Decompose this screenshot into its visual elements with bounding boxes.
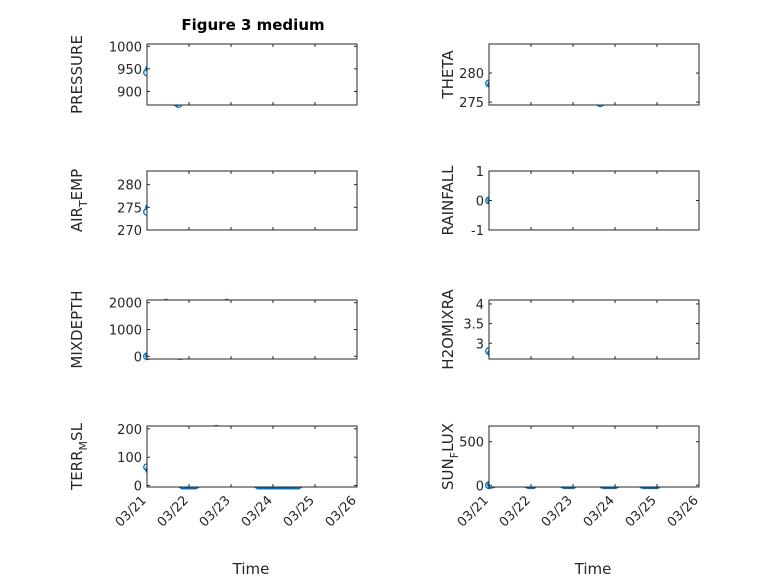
y-axis-label-main: RAINFALL [439,165,457,236]
y-axis-label-main: SUN [439,458,457,490]
x-tick-label: 03/22 [497,493,534,530]
y-tick-label: 500 [459,436,484,451]
y-axis-label-main: H2OMIXRA [439,289,457,370]
y-tick-label: 2000 [109,297,142,312]
x-tick-label: 03/25 [623,493,660,530]
x-tick-label: 03/23 [539,493,576,530]
y-tick-label: 200 [117,423,142,438]
subplot-7: 0 100 200 03/21 03/22 03/23 03/24 03/25 03/26 TER… [68,422,360,530]
figure-title: Figure 3 medium [181,16,324,34]
x-tick-label: 03/24 [581,493,618,530]
y-tick-label: 950 [117,63,142,78]
subplot-3: 270 275 280 AIRTEMP [68,169,358,239]
x-tick-label: 03/25 [281,493,318,530]
axes-frame [488,43,700,106]
y-tick-label: 0 [476,479,484,494]
y-tick-label: 280 [117,179,142,194]
subplot-6: 3 3.5 4 H2OMIXRA [439,289,700,370]
x-tick-label: 03/21 [113,493,150,530]
y-tick-label: 4 [476,298,484,313]
y-axis-label-main: TERR [68,450,86,491]
x-tick-label: 03/23 [197,493,234,530]
y-axis-label: MIXDEPTH [68,290,86,368]
y-axis-label-end: SL [68,422,86,441]
x-tick-label: 03/22 [155,493,192,530]
y-axis-label-main: AIR [68,207,86,232]
y-tick-label: 0 [476,195,484,210]
y-tick-label: 1000 [109,40,142,55]
y-tick-label: 0 [134,480,142,495]
y-tick-label: 3 [476,337,484,352]
y-tick-label: 0 [134,350,142,365]
y-tick-label: 1 [476,165,484,180]
y-axis-label-main: THETA [439,50,457,100]
y-axis-label: RAINFALL [439,165,457,236]
y-axis-label: TERRMSL [68,422,90,491]
y-axis-label-end: EMP [68,169,86,200]
axes-frame [488,299,700,360]
y-axis-label: SUNFLUX [439,423,461,490]
y-tick-label: 900 [117,85,142,100]
x-tick-label: 03/21 [455,493,492,530]
y-tick-label: 275 [117,201,142,216]
y-tick-label: 270 [117,224,142,239]
y-axis-label-subscript: T [77,200,90,208]
axes-frame [146,43,358,106]
y-tick-label: 275 [459,96,484,111]
y-tick-label: 1000 [109,324,142,339]
x-tick-label: 03/26 [323,493,360,530]
x-axis-label-left: Time [232,560,270,578]
y-axis-label: H2OMIXRA [439,289,457,370]
subplot-5: 0 1000 2000 MIXDEPTH [68,290,358,369]
y-axis-label-end: LUX [439,423,457,452]
y-axis-label-subscript: F [448,452,461,458]
axes-frame [488,425,700,488]
subplot-8: 0 500 03/21 03/22 03/23 03/24 03/25 03/26 SUNFLU… [439,423,702,530]
y-axis-label-main: PRESSURE [68,35,86,114]
axes-frame [146,299,358,360]
y-tick-label: 100 [117,451,142,466]
y-axis-label-main: MIXDEPTH [68,290,86,368]
y-tick-label: 280 [459,67,484,82]
y-tick-label: 3.5 [463,318,484,333]
x-tick-label: 03/24 [239,493,276,530]
axes-frame [488,170,700,231]
axes-frame [146,170,358,231]
x-tick-label: 03/26 [665,493,702,530]
axes-frame [146,425,358,488]
subplot-4: -1 0 1 RAINFALL [439,165,700,239]
y-axis-label: PRESSURE [68,35,86,114]
y-axis-label: AIRTEMP [68,169,90,232]
subplot-1: 900 950 1000 PRESSURE [68,35,358,114]
y-axis-label-subscript: M [77,441,90,451]
y-axis-label: THETA [439,50,457,100]
y-tick-label: -1 [471,224,484,239]
x-axis-label-right: Time [574,560,612,578]
